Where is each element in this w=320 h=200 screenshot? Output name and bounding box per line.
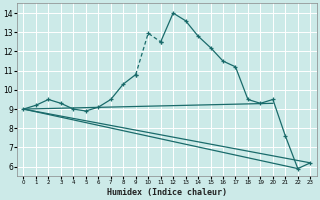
X-axis label: Humidex (Indice chaleur): Humidex (Indice chaleur) [107, 188, 227, 197]
